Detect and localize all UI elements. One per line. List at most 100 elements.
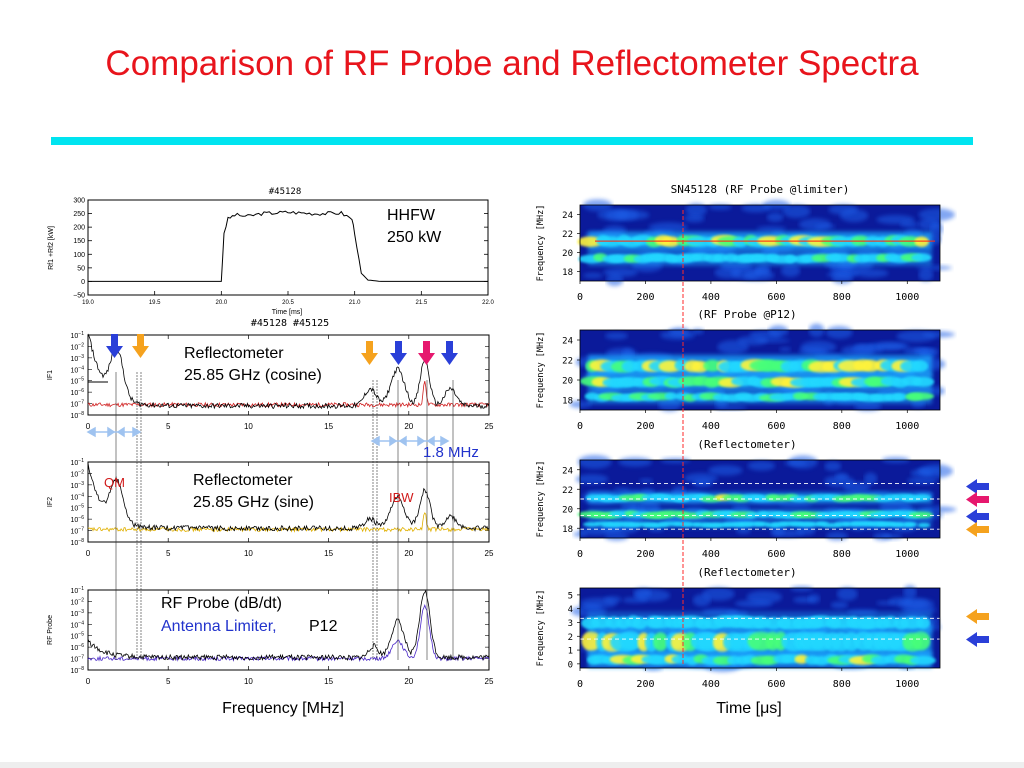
- spectrum-ytick-label: 10−1: [71, 331, 85, 340]
- spectrogram-band: [584, 390, 935, 404]
- band-segment: [916, 616, 931, 629]
- band-segment: [914, 236, 929, 247]
- spectrogram-noise-blob: [702, 587, 735, 601]
- spectrogram-noise-blob: [683, 473, 718, 484]
- power-xtick-label: 22.0: [482, 300, 494, 306]
- spectrogram-4: (Reflectometer) Frequency [MHz] 5 4 3 2 1 00 200…: [536, 566, 942, 690]
- spectrogram-xtick-label: 600: [767, 679, 785, 690]
- spectrogram-xtick-label: 800: [833, 421, 851, 432]
- power-xtick-label: 20.0: [215, 300, 227, 306]
- spectrogram-noise-blob: [831, 272, 853, 284]
- spectrogram-noise-blob: [735, 527, 751, 534]
- spectrogram-noise-blob: [793, 596, 815, 603]
- spectrum-trace-black: [87, 462, 490, 533]
- spectrogram-xtick-label: 600: [767, 292, 785, 303]
- spectrogram-noise-blob: [668, 327, 691, 337]
- spectrum-ytick-label: 10−2: [71, 597, 85, 606]
- spectrogram-noise-blob: [903, 585, 917, 600]
- spectrum-xtick-label: 10: [244, 549, 253, 558]
- spectrum-ytick-label: 10−5: [71, 504, 85, 513]
- spectrum-panel-3: RF Probe 10−1 10−2 10−3 10−4 10−5 10−6 10−7 10−8…: [47, 586, 494, 686]
- spectrum-xtick-label: 10: [244, 677, 253, 686]
- spectrogram-noise-blob: [790, 586, 814, 592]
- spectrum-ytick-label: 10−6: [71, 388, 85, 397]
- spectrogram-ytick-label: 18: [562, 397, 573, 407]
- spectrogram-noise-blob: [918, 208, 956, 222]
- spectrogram-noise-blob: [660, 457, 691, 464]
- spectrogram-noise-blob: [577, 455, 612, 469]
- spectrogram-3: (Reflectometer) Frequency [MHz] 24 22 20 18 0 2…: [536, 438, 957, 560]
- spectrogram-band: [578, 250, 932, 266]
- spectrum-frame: [87, 334, 490, 416]
- spectrogram-noise-blob: [734, 599, 773, 608]
- spectrum-ytick-label: 10−7: [71, 527, 85, 536]
- frequency-xlabel: Frequency [MHz]: [222, 700, 344, 717]
- spectrogram-noise-blob: [603, 267, 638, 278]
- spectrum-trace-black: [87, 333, 490, 410]
- qm-label: QM: [104, 475, 125, 490]
- band-segment: [904, 522, 918, 527]
- spectrogram-title: (Reflectometer): [697, 566, 796, 579]
- spectrogram-noise-blob: [828, 204, 858, 215]
- spectrogram-band: [582, 520, 932, 529]
- spectrogram-noise-blob: [747, 460, 776, 471]
- spectrogram-noise-blob: [691, 328, 705, 335]
- spectrogram-ytick-label: 4: [568, 605, 573, 615]
- spectrum-xtick-label: 20: [404, 677, 413, 686]
- spectrogram-ytick-label: 20: [562, 377, 573, 387]
- spectrum-xtick-label: 5: [166, 549, 171, 558]
- panel2-label-line1: Reflectometer: [193, 472, 293, 489]
- spectrum-ytick-label: 10−8: [71, 538, 85, 547]
- arrow-blue-1: [106, 334, 123, 358]
- band-segment: [745, 511, 759, 519]
- band-segment: [912, 360, 929, 373]
- spectrogram-noise-blob: [708, 204, 732, 210]
- spectrogram-xtick-label: 400: [702, 421, 720, 432]
- spectrogram-noise-blob: [639, 478, 654, 483]
- spectrogram-xtick-label: 0: [577, 549, 583, 560]
- band-segment: [909, 511, 934, 519]
- spectrogram-xtick-label: 1000: [895, 679, 919, 690]
- band-segment: [632, 617, 648, 630]
- spectrogram-noise-blob: [863, 472, 878, 485]
- spectrogram-xtick-label: 200: [636, 679, 654, 690]
- panel1-label-line1: Reflectometer: [184, 345, 284, 362]
- band-segment: [911, 630, 931, 651]
- power-panel-title: #45128: [269, 187, 302, 197]
- spectrum-ytick-label: 10−4: [71, 620, 85, 629]
- spectrogram-xtick-label: 200: [636, 292, 654, 303]
- power-label: 250 kW: [387, 229, 442, 246]
- spectrogram-noise-blob: [743, 269, 775, 281]
- spectrogram-noise-blob: [808, 323, 825, 338]
- spectrum-ylabel: IF2: [47, 497, 54, 507]
- spectrum-xtick-label: 15: [324, 422, 333, 431]
- spectrum-frame: [87, 461, 490, 543]
- spectrum-frame: [87, 589, 490, 671]
- right-arrow-orange-2: [966, 609, 989, 624]
- power-xtick-label: 21.0: [349, 300, 361, 306]
- right-arrow-pink: [966, 492, 989, 507]
- spectrogram-ytick-label: 18: [562, 268, 573, 278]
- spectrogram-noise-blob: [569, 400, 592, 409]
- power-xtick-label: 21.5: [415, 300, 427, 306]
- spectrogram-noise-blob: [683, 214, 705, 223]
- spectrum-ytick-label: 10−4: [71, 492, 85, 501]
- spectrogram-noise-blob: [851, 345, 884, 354]
- spectrum-ytick-label: 10−1: [71, 586, 85, 595]
- power-panel-yticks: 300 250 200 150 100 50 0 −50: [73, 198, 488, 300]
- spectrogram-ytick-label: 2: [568, 633, 573, 643]
- spectrogram-ytick-label: 5: [568, 591, 573, 601]
- power-ytick-label: 200: [73, 225, 85, 232]
- spectrum-xtick-label: 15: [324, 549, 333, 558]
- spectrum-xtick-label: 20: [404, 549, 413, 558]
- band-segment: [917, 522, 931, 528]
- spectrogram-noise-blob: [798, 347, 828, 355]
- spectrogram-noise-blob: [605, 209, 639, 222]
- spectrogram-xtick-label: 0: [577, 421, 583, 432]
- spectrogram-ytick-label: 0: [568, 660, 573, 670]
- spectrogram-frame: [579, 329, 941, 411]
- spectrum-trace-black: [87, 589, 490, 662]
- spectrogram-noise-blob: [823, 475, 855, 488]
- spectrogram-noise-blob: [714, 405, 748, 410]
- spacing-arrows: [86, 426, 450, 447]
